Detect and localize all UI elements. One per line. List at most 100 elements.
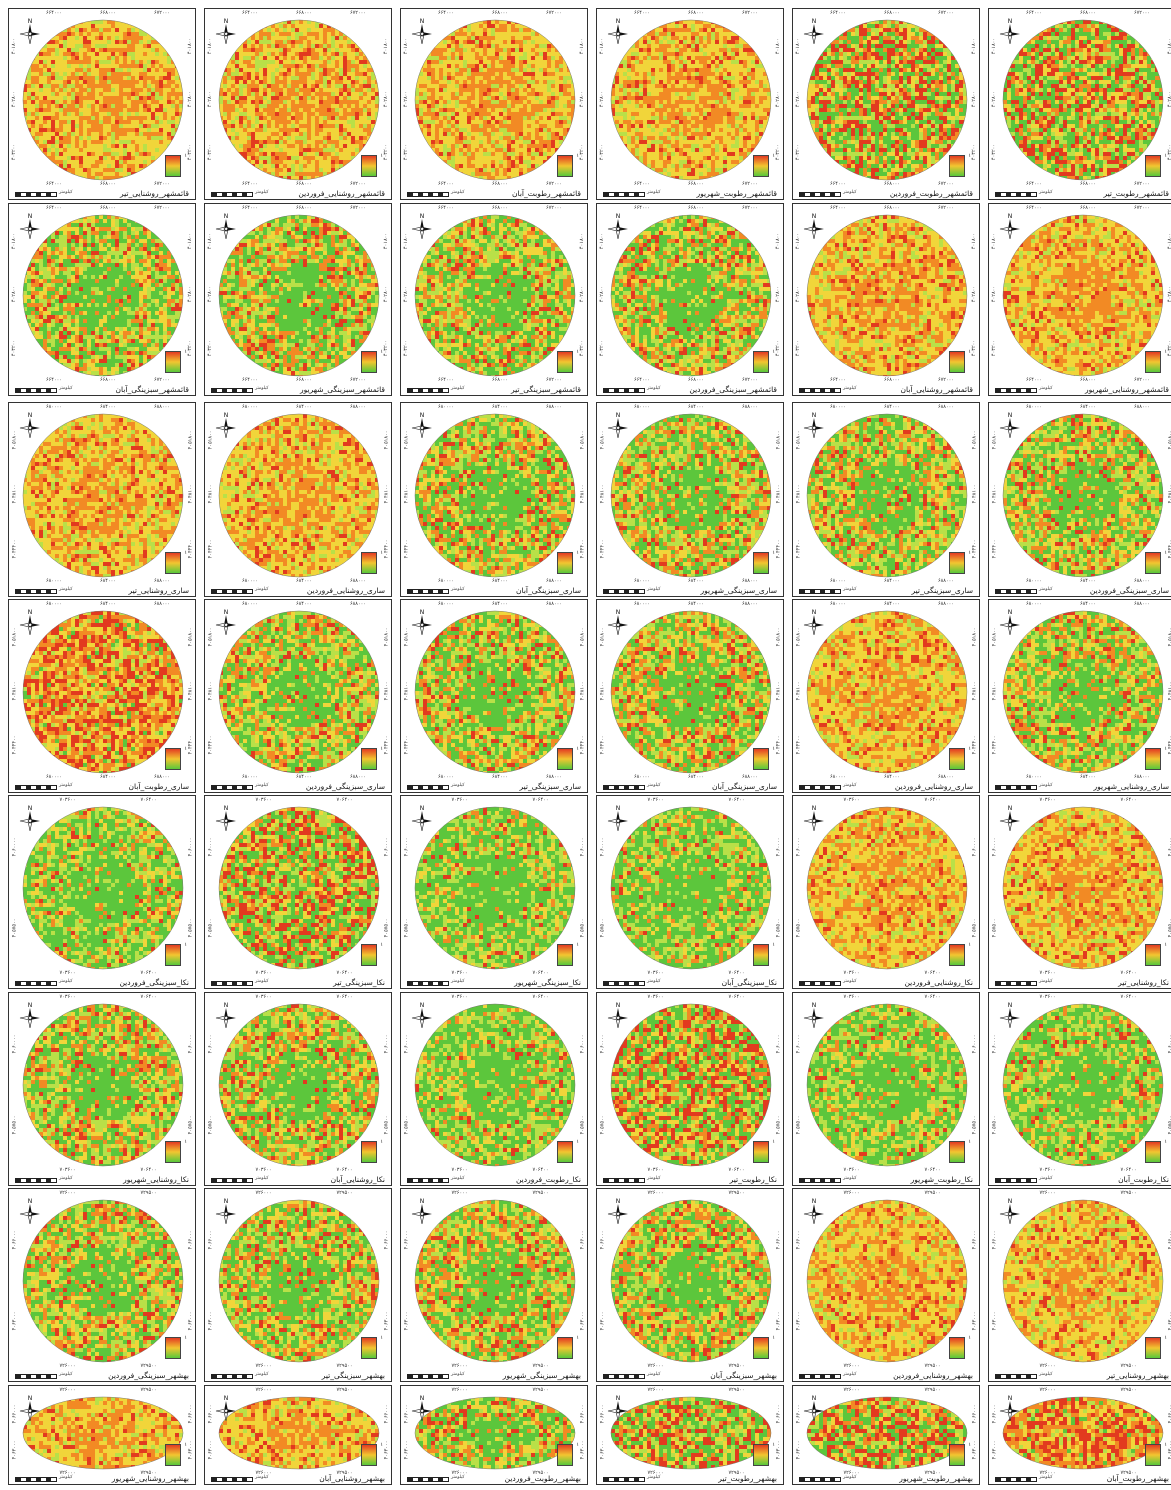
panel-caption: ساری_سبزینگی_تیر [520, 782, 581, 791]
panel-caption: نکا_رطوبت_فروردین [516, 1175, 581, 1184]
tick-label: ۶۶۸۰۰۰ [1080, 181, 1096, 187]
color-legend [949, 1337, 965, 1359]
north-label: N [607, 1198, 629, 1205]
scale-unit: کیلومتر [255, 587, 269, 592]
tick-label: ۶۶۴۰۰۰ [1026, 377, 1042, 383]
panel-caption: ساری_رطوبت_آبان [129, 782, 189, 791]
color-legend [949, 748, 965, 770]
tick-label: ۶۸۸۰۰۰ [742, 774, 758, 780]
tick-label: ۷۰۶۴۰۰ [924, 970, 940, 976]
x-axis-ticks-bottom: ۶۶۴۰۰۰ ۶۶۸۰۰۰ ۶۷۲۰۰۰ [1007, 377, 1169, 383]
tick-label: ۶۷۲۰۰۰ [742, 377, 758, 383]
scale-unit: کیلومتر [647, 1176, 661, 1181]
north-label: N [215, 1002, 237, 1009]
tick-label: ۷۰۶۴۰۰ [1120, 1167, 1136, 1173]
north-arrow-icon: N [999, 1396, 1021, 1422]
panel-caption: نکا_سبزینگی_فروردین [119, 978, 189, 987]
color-legend [1145, 944, 1161, 966]
tick-label: ۶۸۰۰۰۰ [1026, 774, 1042, 780]
map-panel: ۷۰۳۶۰۰ ۷۰۶۴۰۰ ۴۰۶۰۰۰۰ ۴۰۵۷۵۰۰ ۴۰۶۰۰۰۰ ۴۰۵۷۵۰۰… [792, 795, 980, 989]
north-arrow-icon: N [411, 1003, 433, 1029]
north-arrow-icon: N [999, 1199, 1021, 1225]
tick-label: ۷۲۶۰۰۰ [451, 1363, 467, 1369]
x-axis-ticks-bottom: ۷۲۶۰۰۰ ۷۲۹۵۰۰ [27, 1363, 189, 1369]
scale-unit: کیلومتر [255, 979, 269, 984]
legend-value: ۱ [968, 942, 971, 948]
scale-bar [799, 1374, 841, 1379]
tick-label: ۶۷۲۰۰۰ [1134, 181, 1150, 187]
tick-label: ۶۶۸۰۰۰ [296, 181, 312, 187]
north-arrow-icon: N [607, 413, 629, 439]
tick-label: ۶۶۸۰۰۰ [492, 377, 508, 383]
scale-bar [799, 589, 841, 594]
scale-bar [603, 1178, 645, 1183]
scale-unit: کیلومتر [255, 1372, 269, 1377]
map-panel: ۶۶۴۰۰۰ ۶۶۸۰۰۰ ۶۷۲۰۰۰ ۴۰۱۸۰۰ ۴۰۲۸۰۰ ۴۰۳۲۰۰ ۴۰۱۸… [400, 203, 588, 396]
tick-label: ۷۰۶۴۰۰ [336, 1167, 352, 1173]
scale-unit: کیلومتر [59, 1372, 73, 1377]
panel-caption: ساری_روشنایی_تیر [129, 586, 189, 595]
north-arrow-icon: N [19, 214, 41, 240]
tick-label: ۷۲۶۰۰۰ [843, 1363, 859, 1369]
north-label: N [19, 1198, 41, 1205]
color-legend [361, 1337, 377, 1359]
scale-bar [603, 589, 645, 594]
scale-unit: کیلومتر [1039, 587, 1053, 592]
x-axis-ticks-bottom: ۷۲۶۰۰۰ ۷۲۹۵۰۰ [419, 1363, 581, 1369]
color-legend [1145, 552, 1161, 574]
north-arrow-icon: N [411, 19, 433, 45]
map-panel: ۷۰۳۶۰۰ ۷۰۶۴۰۰ ۴۰۶۰۰۰۰ ۴۰۵۷۵۰۰ ۴۰۶۰۰۰۰ ۴۰۵۷۵۰۰… [988, 795, 1171, 989]
tick-label: ۶۸۸۰۰۰ [154, 578, 170, 584]
tick-label: ۶۶۴۰۰۰ [634, 181, 650, 187]
legend-value: ۱ [380, 942, 383, 948]
color-legend [557, 552, 573, 574]
panel-caption: بهشهر_رطوبت_فروردین [505, 1474, 581, 1483]
north-arrow-icon: N [607, 1199, 629, 1225]
north-label: N [411, 1198, 433, 1205]
panel-caption: قائمشهر_سبزینگی_آبان [116, 385, 189, 394]
x-axis-ticks-bottom: ۷۰۳۶۰۰ ۷۰۶۴۰۰ [615, 970, 777, 976]
tick-label: ۶۸۸۰۰۰ [350, 774, 366, 780]
north-arrow-icon: N [803, 1199, 825, 1225]
panel-caption: بهشهر_سبزینگی_شهریور [503, 1371, 581, 1380]
north-label: N [999, 1395, 1021, 1402]
tick-label: ۶۷۲۰۰۰ [938, 181, 954, 187]
x-axis-ticks-bottom: ۶۸۰۰۰۰ ۶۸۴۰۰۰ ۶۸۸۰۰۰ [27, 578, 189, 584]
scale-unit: کیلومتر [1039, 1176, 1053, 1181]
color-legend [165, 552, 181, 574]
tick-label: ۶۸۴۰۰۰ [492, 578, 508, 584]
legend-value: ۱ [1164, 349, 1167, 355]
tick-label: ۶۸۰۰۰۰ [242, 578, 258, 584]
north-label: N [215, 609, 237, 616]
panel-caption: قائمشهر_رطوبت_فروردین [890, 189, 973, 198]
tick-label: ۶۸۰۰۰۰ [46, 774, 62, 780]
map-panel: ۶۸۰۰۰۰ ۶۸۴۰۰۰ ۶۸۸۰۰۰ ۴۰۵۱۸۰۰ ۴۰۴۸۱۰۰ ۴۰۴۴۴۰۰ ۴… [792, 599, 980, 793]
north-label: N [607, 609, 629, 616]
tick-label: ۷۰۳۶۰۰ [59, 970, 75, 976]
color-legend [165, 1444, 181, 1466]
panel-caption: قائمشهر_روشنایی_شهریور [1085, 385, 1169, 394]
color-legend [165, 351, 181, 373]
panel-caption: بهشهر_رطوبت_آبان [1107, 1474, 1169, 1483]
scale-bar [15, 192, 57, 197]
legend-value: ۱ [772, 746, 775, 752]
legend-value: ۱ [380, 1335, 383, 1341]
north-label: N [607, 1395, 629, 1402]
panel-caption: ساری_سبزینگی_تیر [912, 586, 973, 595]
color-legend [753, 155, 769, 177]
scale-unit: کیلومتر [647, 587, 661, 592]
scale-bar [603, 981, 645, 986]
north-arrow-icon: N [411, 610, 433, 636]
tick-label: ۶۶۴۰۰۰ [438, 181, 454, 187]
color-legend [949, 351, 965, 373]
map-panel: ۷۲۶۰۰۰ ۷۲۹۵۰۰ ۴۰۶۶۰۰۰ ۴۰۶۳۰۰۰ ۴۰۶۶۰۰۰ ۴۰۶۳۰۰۰… [204, 1188, 392, 1382]
tick-label: ۶۶۴۰۰۰ [438, 377, 454, 383]
north-arrow-icon: N [607, 214, 629, 240]
x-axis-ticks-bottom: ۷۰۳۶۰۰ ۷۰۶۴۰۰ [615, 1167, 777, 1173]
tick-label: ۶۶۸۰۰۰ [100, 377, 116, 383]
north-arrow-icon: N [411, 413, 433, 439]
color-legend [361, 155, 377, 177]
scale-bar [799, 1178, 841, 1183]
north-arrow-icon: N [215, 610, 237, 636]
north-label: N [999, 213, 1021, 220]
